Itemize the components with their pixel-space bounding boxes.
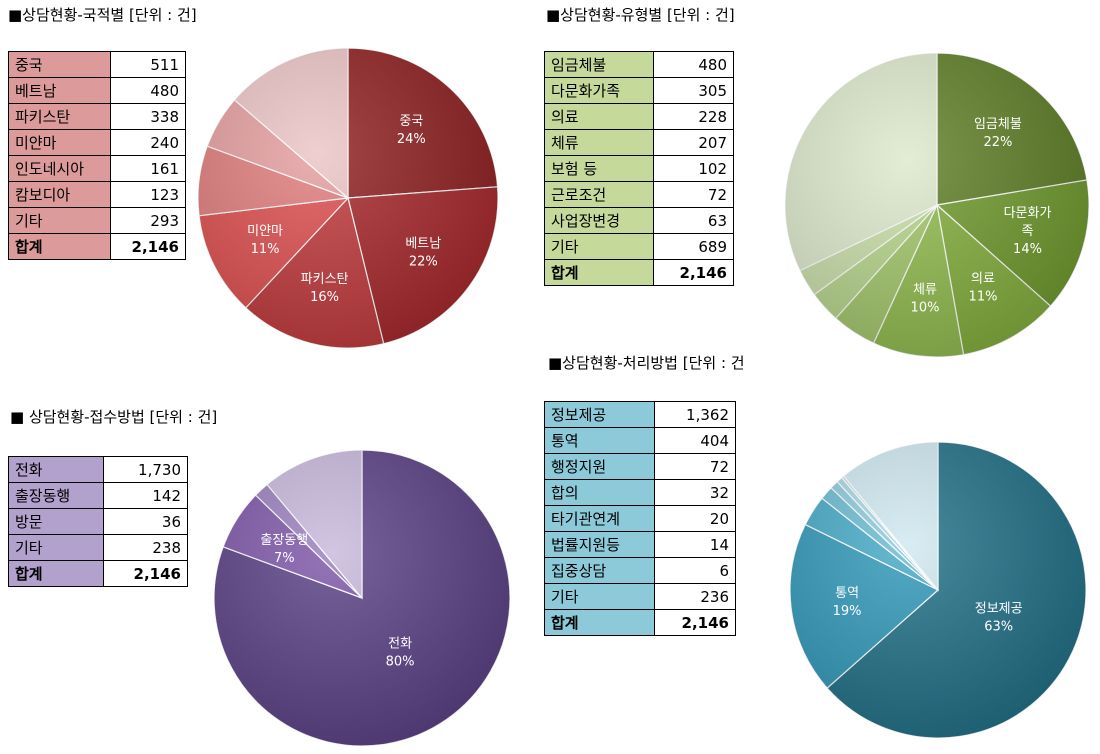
category-label: 체류 — [544, 129, 654, 156]
category-value: 142 — [102, 482, 189, 509]
table-row: 전화 1,730 — [8, 456, 189, 483]
slice-label: 중국 24% — [397, 114, 426, 147]
category-label: 캄보디아 — [8, 181, 111, 208]
table-row: 합의 32 — [544, 479, 737, 506]
table-row: 다문화가족 305 — [544, 77, 735, 104]
category-value: 480 — [652, 51, 735, 78]
category-label: 베트남 — [8, 77, 111, 104]
table-row: 정보제공 1,362 — [544, 401, 737, 428]
category-value: 1,730 — [102, 456, 189, 483]
category-label: 인도네시아 — [8, 155, 111, 182]
category-value: 238 — [102, 534, 189, 561]
category-label: 사업장변경 — [544, 207, 654, 234]
category-label: 출장동행 — [8, 482, 104, 509]
category-value: 102 — [652, 155, 735, 182]
table-row: 체류 207 — [544, 129, 735, 156]
slice-label: 정보제공 63% — [975, 601, 1023, 634]
chart-title-handling: ■상담현황-처리방법 [단위 : 건 — [548, 354, 745, 372]
category-value: 72 — [652, 181, 735, 208]
category-label: 전화 — [8, 456, 104, 483]
table-row: 사업장변경 63 — [544, 207, 735, 234]
category-value: 63 — [652, 207, 735, 234]
category-value: 72 — [653, 453, 737, 480]
category-label: 정보제공 — [544, 401, 655, 428]
chart-title-nationality: ■상담현황-국적별 [단위 : 건] — [8, 6, 197, 24]
slice-label: 파키스탄 16% — [301, 272, 349, 305]
category-label: 기타 — [8, 534, 104, 561]
category-value: 1,362 — [653, 401, 737, 428]
category-value: 20 — [653, 505, 737, 532]
data-table-intake: 전화 1,730 출장동행 142 방문 36 기타 238 합계 2,146 — [8, 456, 189, 587]
data-table-nationality: 중국 511 베트남 480 파키스탄 338 미얀마 240 인도네시아 161 캄보디아 123 기… — [8, 51, 187, 260]
table-row: 캄보디아 123 — [8, 181, 187, 208]
table-row: 통역 404 — [544, 427, 737, 454]
table-row: 기타 293 — [8, 207, 187, 234]
category-label: 기타 — [8, 207, 111, 234]
slice-label: 베트남 22% — [405, 237, 441, 270]
slice-label: 의료 11% — [969, 271, 998, 304]
category-label: 기타 — [544, 233, 654, 260]
chart-title-type: ■상담현황-유형별 [단위 : 건] — [546, 6, 735, 24]
category-label: 합의 — [544, 479, 655, 506]
category-value: 305 — [652, 77, 735, 104]
total-label: 합계 — [544, 259, 654, 286]
table-row: 미얀마 240 — [8, 129, 187, 156]
total-value: 2,146 — [653, 609, 737, 636]
slice-label: 통역 19% — [833, 586, 862, 619]
category-value: 161 — [109, 155, 187, 182]
category-value: 207 — [652, 129, 735, 156]
category-label: 집중상담 — [544, 557, 655, 584]
category-label: 의료 — [544, 103, 654, 130]
category-value: 240 — [109, 129, 187, 156]
table-row: 출장동행 142 — [8, 482, 189, 509]
category-value: 14 — [653, 531, 737, 558]
table-row: 법률지원등 14 — [544, 531, 737, 558]
table-total-row: 합계 2,146 — [544, 259, 735, 286]
category-label: 방문 — [8, 508, 104, 535]
total-value: 2,146 — [652, 259, 735, 286]
data-table-type: 임금체불 480 다문화가족 305 의료 228 체류 207 보험 등 102 근로조건 72 사업… — [544, 51, 735, 286]
table-row: 베트남 480 — [8, 77, 187, 104]
slice-label: 임금체불 22% — [974, 117, 1022, 150]
table-row: 방문 36 — [8, 508, 189, 535]
table-row: 의료 228 — [544, 103, 735, 130]
category-value: 511 — [109, 51, 187, 78]
category-value: 689 — [652, 233, 735, 260]
table-row: 인도네시아 161 — [8, 155, 187, 182]
table-row: 근로조건 72 — [544, 181, 735, 208]
table-row: 행정지원 72 — [544, 453, 737, 480]
table-total-row: 합계 2,146 — [8, 560, 189, 587]
slice-label: 체류 10% — [911, 283, 940, 316]
category-value: 404 — [653, 427, 737, 454]
table-total-row: 합계 2,146 — [8, 233, 187, 260]
chart-title-intake: ■ 상담현황-접수방법 [단위 : 건] — [10, 408, 218, 426]
total-label: 합계 — [544, 609, 655, 636]
category-label: 파키스탄 — [8, 103, 111, 130]
category-label: 미얀마 — [8, 129, 111, 156]
category-label: 다문화가족 — [544, 77, 654, 104]
category-label: 행정지원 — [544, 453, 655, 480]
table-total-row: 합계 2,146 — [544, 609, 737, 636]
category-value: 32 — [653, 479, 737, 506]
total-label: 합계 — [8, 560, 104, 587]
total-value: 2,146 — [109, 233, 187, 260]
category-label: 기타 — [544, 583, 655, 610]
table-row: 집중상담 6 — [544, 557, 737, 584]
total-label: 합계 — [8, 233, 111, 260]
slice-label: 출장동행 7% — [260, 532, 308, 566]
table-row: 기타 689 — [544, 233, 735, 260]
total-value: 2,146 — [102, 560, 189, 587]
table-row: 기타 236 — [544, 583, 737, 610]
category-value: 236 — [653, 583, 737, 610]
slice-label: 미얀마 11% — [247, 224, 283, 257]
category-value: 36 — [102, 508, 189, 535]
table-row: 기타 238 — [8, 534, 189, 561]
slice-label: 다문화가 족 14% — [1004, 206, 1052, 257]
category-label: 법률지원등 — [544, 531, 655, 558]
table-row: 중국 511 — [8, 51, 187, 78]
data-table-handling: 정보제공 1,362 통역 404 행정지원 72 합의 32 타기관연계 20 법률지원등 14 집중… — [544, 401, 737, 636]
slice-label: 전화 80% — [386, 637, 415, 670]
table-row: 보험 등 102 — [544, 155, 735, 182]
